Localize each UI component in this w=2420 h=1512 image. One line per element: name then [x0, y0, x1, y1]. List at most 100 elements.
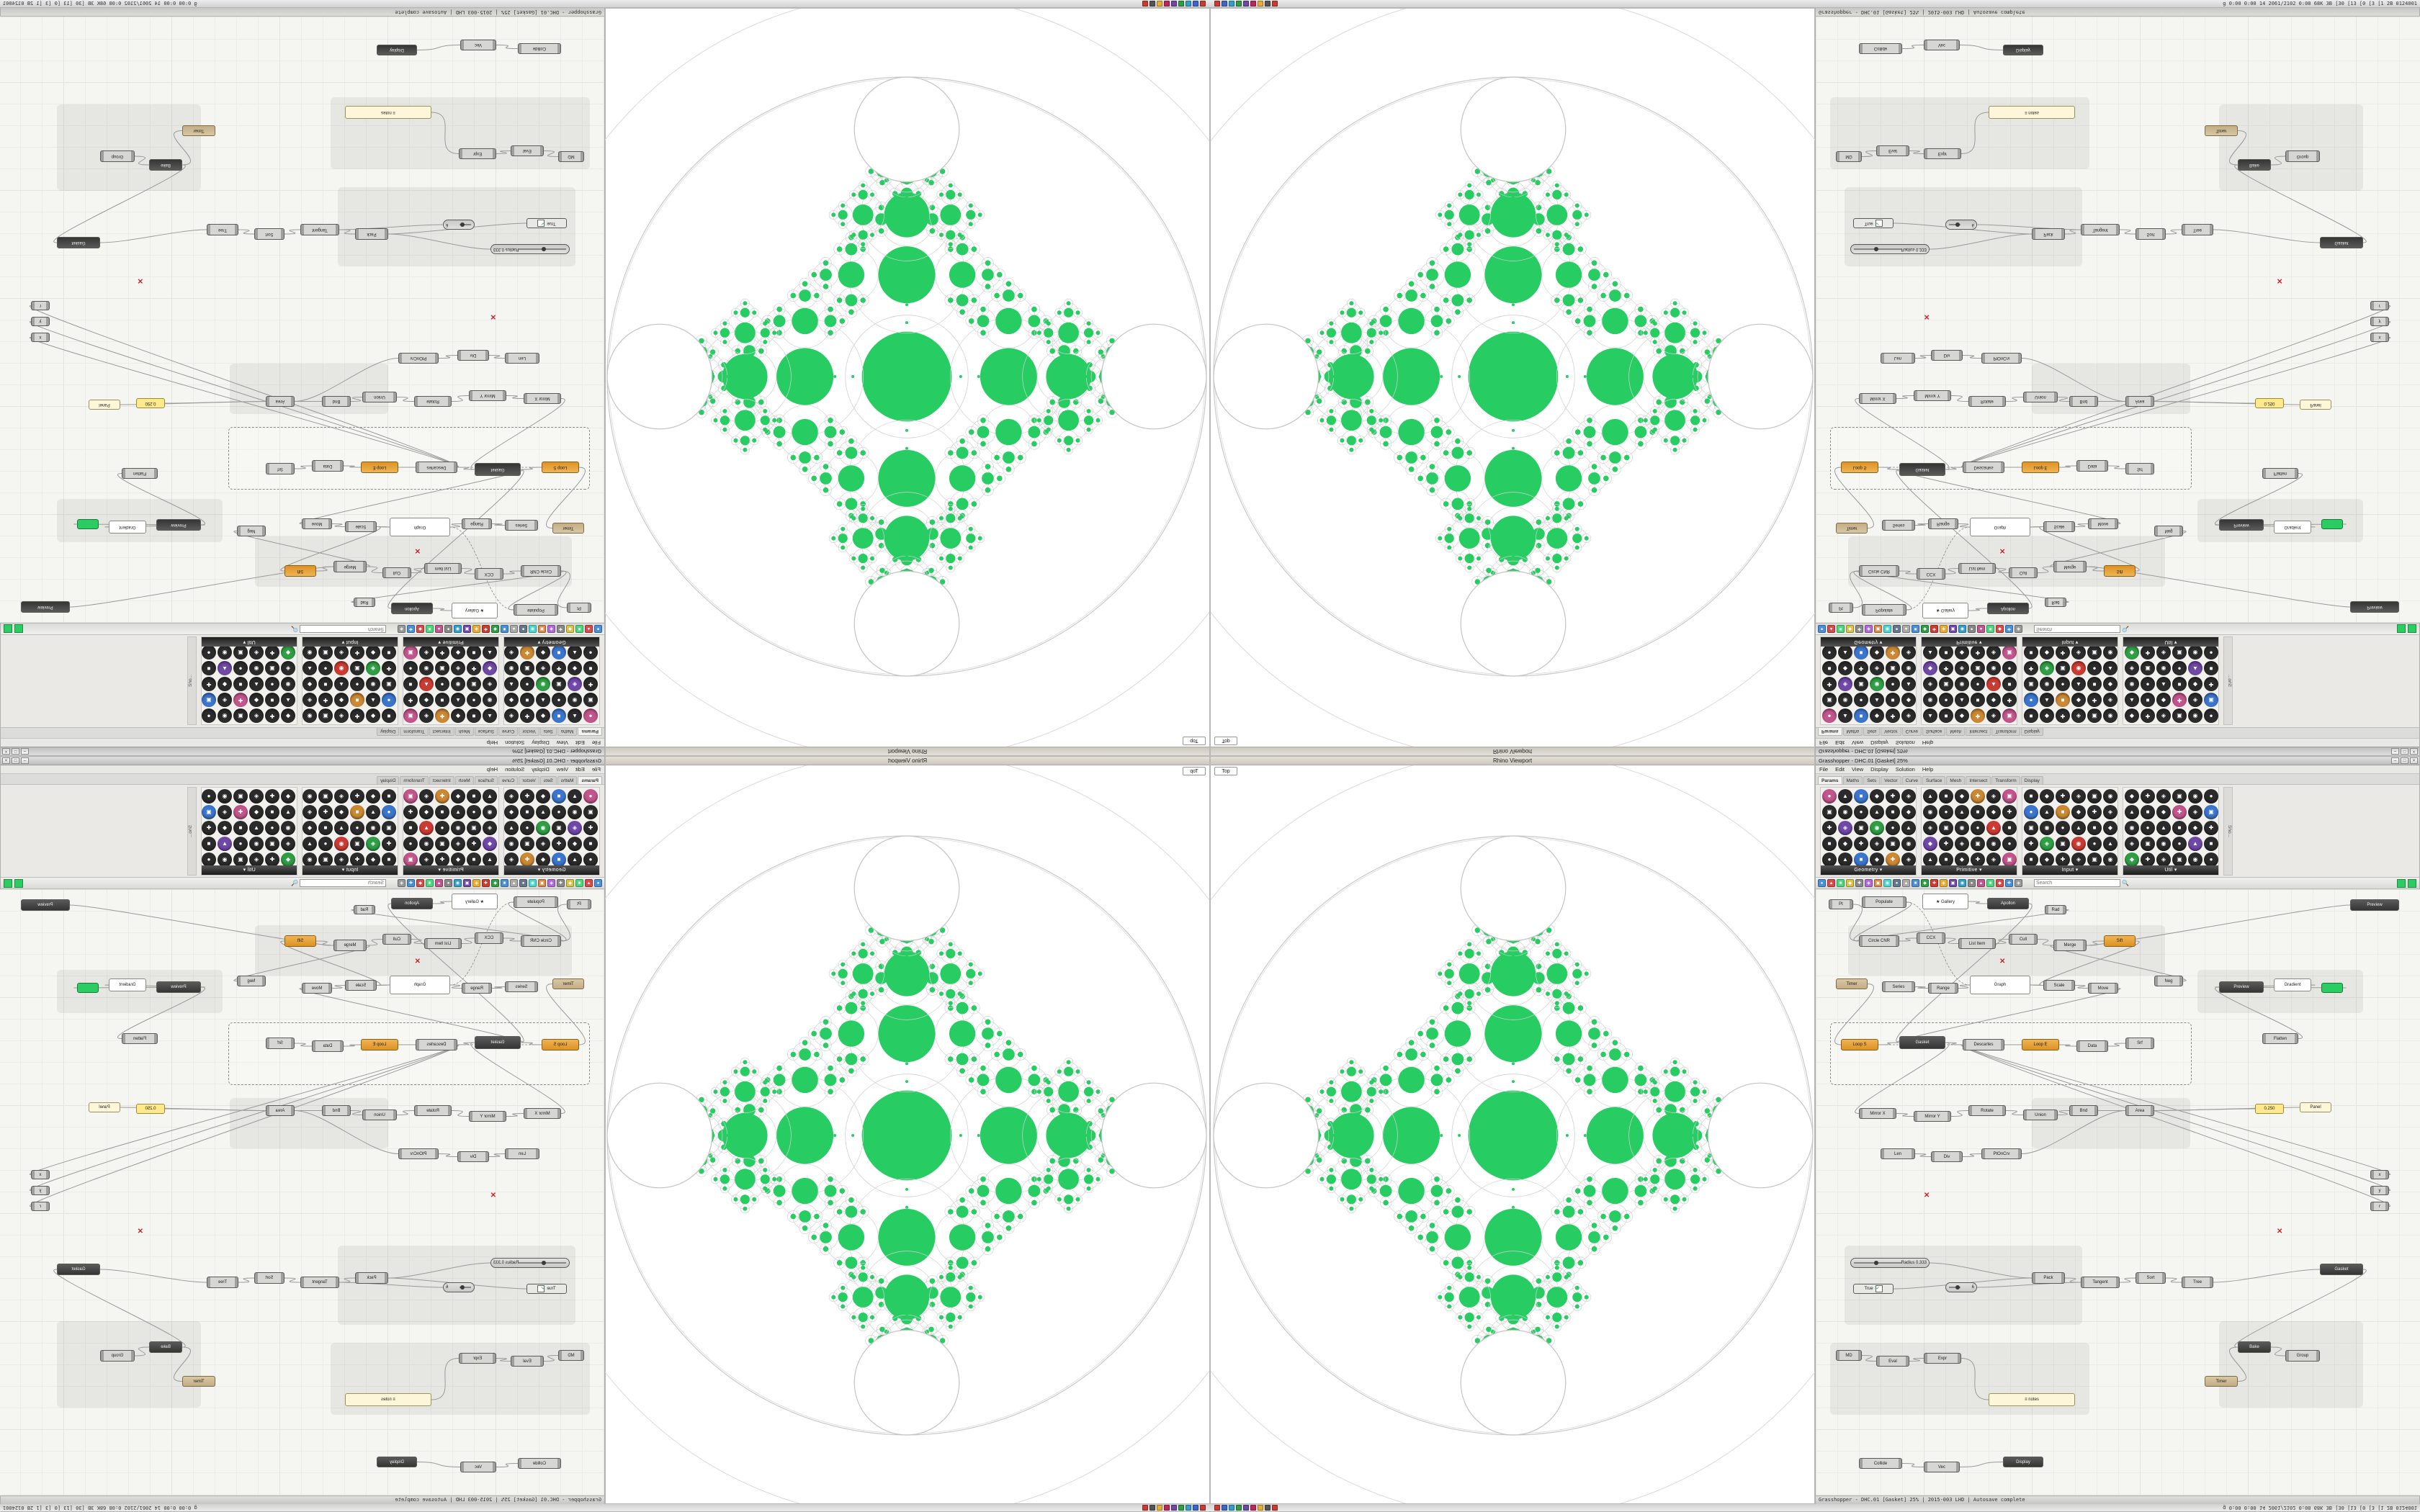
gh-node-merge[interactable]: Merge: [2053, 561, 2087, 572]
maximize-button[interactable]: □: [12, 757, 19, 764]
component-icon[interactable]: ■: [318, 821, 333, 835]
component-icon[interactable]: ▣: [435, 661, 449, 675]
gh-node-apollon[interactable]: Apollon: [1987, 898, 2029, 909]
gh-node-ccx[interactable]: CCX: [475, 568, 503, 580]
gh-node-radius-0-333[interactable]: Radius 0.333: [490, 1258, 570, 1268]
gh-node-series[interactable]: Series: [505, 981, 538, 992]
component-icon[interactable]: ◆: [1923, 837, 1937, 851]
component-icon[interactable]: ●: [265, 677, 279, 691]
search-input[interactable]: [2034, 625, 2120, 633]
toolbar-icon[interactable]: ◆: [1921, 625, 1929, 633]
gh-node-display[interactable]: Display: [2003, 45, 2043, 55]
component-icon[interactable]: ✚: [233, 805, 248, 819]
component-icon[interactable]: ●: [202, 852, 216, 867]
toolbar-icon[interactable]: ▲: [435, 625, 443, 633]
gh-node-radius-0-333[interactable]: Radius 0.333: [1850, 244, 1930, 254]
menu-item-display[interactable]: Display: [532, 765, 550, 773]
component-icon[interactable]: ◆: [451, 789, 465, 804]
component-icon[interactable]: ◈: [2125, 661, 2139, 675]
component-icon[interactable]: ◈: [2071, 708, 2086, 723]
menu-item-help[interactable]: Help: [486, 739, 498, 747]
component-icon[interactable]: ■: [1939, 708, 1953, 723]
component-icon[interactable]: ▣: [467, 821, 481, 835]
component-icon[interactable]: ◉: [2188, 645, 2202, 660]
component-icon[interactable]: ●: [1822, 645, 1837, 660]
gh-node-ccx[interactable]: CCX: [1917, 568, 1945, 580]
gh-node-sort[interactable]: Sort: [254, 228, 284, 240]
component-icon[interactable]: ▣: [403, 708, 418, 723]
gh-node-pt[interactable]: Pt: [567, 603, 591, 613]
component-icon[interactable]: ◉: [366, 677, 380, 691]
gh-node-ptoncrv[interactable]: PtOnCrv: [398, 1148, 439, 1159]
component-icon[interactable]: ◈: [419, 708, 434, 723]
component-icon[interactable]: ◆: [334, 805, 349, 819]
component-icon[interactable]: ●: [2087, 837, 2102, 851]
gh-node-cull[interactable]: Cull: [2009, 934, 2038, 945]
gh-node-gasket[interactable]: Gasket: [475, 463, 521, 476]
taskbar-app-icon[interactable]: [1171, 1505, 1177, 1511]
gh-node-circle-cnr[interactable]: Circle CNR: [1859, 565, 1899, 577]
component-icon[interactable]: ■: [1971, 693, 1985, 707]
gh-node-area[interactable]: Area: [2125, 1105, 2154, 1116]
component-icon[interactable]: ■: [1854, 708, 1868, 723]
component-icon[interactable]: ●: [2172, 837, 2187, 851]
gh-node-rad[interactable]: Rad: [354, 598, 375, 607]
component-icon[interactable]: ▣: [2002, 852, 2017, 867]
minimize-button[interactable]: –: [2391, 748, 2399, 755]
gh-node-sort[interactable]: Sort: [2136, 228, 2166, 240]
component-icon[interactable]: ◉: [218, 789, 232, 804]
component-icon[interactable]: ■: [1971, 805, 1985, 819]
component-icon[interactable]: ▲: [302, 837, 317, 851]
component-icon[interactable]: ◆: [568, 661, 582, 675]
gh-node-md[interactable]: MD: [1836, 1350, 1862, 1361]
component-icon[interactable]: ✚: [583, 677, 598, 691]
toolbar-icon[interactable]: ■: [426, 625, 434, 633]
component-icon[interactable]: ◈: [504, 789, 519, 804]
toolbar-icon[interactable]: ▣: [538, 625, 546, 633]
gh-node-apollon[interactable]: Apollon: [391, 603, 433, 614]
component-icon[interactable]: ●: [2141, 677, 2155, 691]
toolbar-icon[interactable]: ▣: [1949, 625, 1957, 633]
component-icon[interactable]: ◈: [334, 852, 349, 867]
gh-node-bnd[interactable]: Bnd: [322, 396, 351, 407]
toolbar-icon[interactable]: ▲: [1902, 879, 1910, 887]
toolbar-icon[interactable]: ◈: [398, 625, 405, 633]
component-icon[interactable]: ●: [1939, 693, 1953, 707]
component-icon[interactable]: ✚: [2204, 821, 2218, 835]
ribbon-tab-vector[interactable]: Vector: [1881, 776, 1901, 784]
component-icon[interactable]: ▣: [583, 693, 598, 707]
panel-caption-input[interactable]: Input ▾: [302, 637, 398, 647]
component-icon[interactable]: ▲: [2071, 677, 2086, 691]
component-icon[interactable]: ●: [350, 677, 364, 691]
component-icon[interactable]: ■: [403, 821, 418, 835]
gh-node-graph[interactable]: Graph: [390, 976, 450, 994]
gh-node-radius-0-333[interactable]: Radius 0.333: [1850, 1258, 1930, 1268]
toolbar-icon[interactable]: ●: [1818, 625, 1826, 633]
component-icon[interactable]: ■: [520, 805, 534, 819]
panel-caption-geometry[interactable]: Geometry ▾: [1821, 865, 1916, 875]
component-icon[interactable]: ▲: [568, 852, 582, 867]
component-icon[interactable]: ■: [552, 852, 566, 867]
gh-node-loop-e[interactable]: Loop E: [361, 462, 398, 473]
component-icon[interactable]: ●: [403, 661, 418, 675]
component-icon[interactable]: ◉: [2188, 852, 2202, 867]
component-icon[interactable]: ◉: [302, 645, 317, 660]
gh-node-expr[interactable]: Expr: [459, 1353, 496, 1364]
component-icon[interactable]: ◆: [451, 852, 465, 867]
component-icon[interactable]: ▣: [1939, 677, 1953, 691]
component-icon[interactable]: ■: [552, 645, 566, 660]
component-icon[interactable]: ◈: [334, 708, 349, 723]
toolbar-icon[interactable]: ✚: [1855, 625, 1863, 633]
component-icon[interactable]: ◉: [1838, 693, 1852, 707]
component-icon[interactable]: ✚: [2087, 693, 2102, 707]
panel-caption-util[interactable]: Util ▾: [202, 637, 297, 647]
component-icon[interactable]: ◉: [2156, 661, 2171, 675]
gh-node-r[interactable]: r: [2370, 1202, 2389, 1211]
close-button[interactable]: ×: [2410, 748, 2418, 755]
component-icon[interactable]: ▲: [451, 805, 465, 819]
component-icon[interactable]: ▲: [1955, 805, 1969, 819]
component-icon[interactable]: ◈: [2103, 805, 2118, 819]
gh-node-expr[interactable]: Expr: [459, 148, 496, 159]
gh-node-rotate[interactable]: Rotate: [414, 1105, 452, 1116]
gh-node-gasket[interactable]: Gasket: [2320, 1264, 2363, 1275]
